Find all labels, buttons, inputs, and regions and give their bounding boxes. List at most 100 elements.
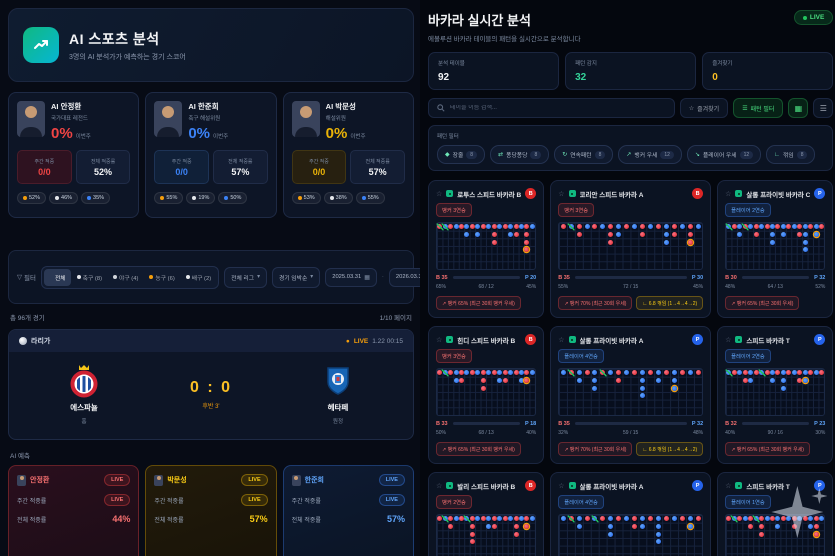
road-cell — [591, 254, 599, 262]
road-column — [615, 223, 623, 269]
road-cell — [599, 261, 607, 269]
road-column — [599, 223, 607, 269]
sport-filter-chip[interactable]: 배구 (2) — [181, 269, 216, 286]
road-cell — [797, 369, 803, 377]
stat-box: 즐겨찾기 0 — [702, 52, 834, 90]
favorite-star-icon[interactable]: ☆ — [725, 336, 732, 344]
road-cell — [623, 231, 631, 239]
baccarat-table-card[interactable]: ☆ 코리안 스피드 바카라 A B 뱅커 3연승 B 35 P 30 55% 7… — [550, 180, 712, 318]
road-cell — [448, 515, 454, 523]
baccarat-table-card[interactable]: ☆ 살롱 프라이빗 바카라 C P 플레이어 2연승 B 30 P 32 48%… — [717, 180, 834, 318]
last-result-badge: P — [692, 480, 704, 491]
favorite-star-icon[interactable]: ☆ — [558, 336, 565, 344]
weekly-rate-live-badge: LIVE — [241, 494, 268, 506]
road-cell — [453, 223, 460, 231]
road-cell — [623, 377, 631, 385]
trending-up-icon — [23, 27, 59, 63]
weekly-rate: 0% 이번주 — [188, 125, 228, 142]
analyst-card[interactable]: AI 안정환 국가대표 레전드 0% 이번주 주간 적중 0/0 전체 — [8, 92, 140, 218]
filter-select[interactable]: 전체 리그 ▾ — [224, 266, 268, 288]
filter-select[interactable]: 경기 임박순 ▾ — [272, 266, 321, 288]
away-team-name: 헤타페 — [327, 403, 349, 412]
analyst-card[interactable]: AI 한준희 축구 해설위원 0% 이번주 주간 적중 0/0 전체 적 — [145, 92, 277, 218]
pattern-filter-button[interactable]: ☰ 패턴 필터 — [733, 98, 784, 118]
favorite-star-icon[interactable]: ☆ — [558, 190, 565, 198]
baccarat-table-card[interactable]: ☆ 살롱 프라이빗 바카라 A P 플레이어 4연승 B 28 P 30 45%… — [550, 472, 712, 556]
road-cell — [591, 246, 599, 254]
baccarat-table-card[interactable]: ☆ 스피드 바카라 T P 플레이어 1연승 B 31 P 24 52% 70 … — [717, 472, 834, 556]
baccarat-table-card[interactable]: ☆ 발리 스피드 바카라 B B 뱅커 2연승 B 34 P 21 60% 66… — [428, 472, 545, 556]
road-column — [497, 369, 503, 415]
sport-filter-chip-label: 야구 (4) — [119, 275, 139, 282]
total-rate-value: 57% — [231, 166, 250, 177]
road-cell — [647, 246, 655, 254]
road-column — [686, 515, 694, 556]
favorite-star-icon[interactable]: ☆ — [558, 482, 565, 490]
search-box[interactable] — [428, 98, 675, 118]
grid-view-button[interactable]: ▦ — [788, 98, 809, 118]
road-cell — [567, 538, 575, 546]
sport-filter-chip[interactable]: 농구 (6) — [144, 269, 179, 286]
match-card[interactable]: 라리가 ● LIVE 1.22 00:15 에스파뇰 홈 0 : 0 후반 — [8, 329, 414, 440]
avatar — [154, 101, 183, 137]
road-cell — [583, 254, 591, 262]
road-column — [639, 515, 647, 556]
pattern-chip[interactable]: ∟ 꺾임 8 — [766, 145, 816, 164]
favorite-star-icon[interactable]: ☆ — [725, 482, 732, 490]
predictions-title: AI 예측 — [10, 453, 30, 460]
prediction-card[interactable]: 안정환 LIVE 주간 적중률 LIVE 전체 적중률 44% 상세 분석 보기 — [8, 465, 140, 556]
road-column — [694, 369, 702, 415]
road-column — [797, 223, 803, 269]
road-cell — [464, 369, 470, 377]
favorite-star-icon[interactable]: ☆ — [725, 190, 732, 198]
road-cell — [559, 546, 567, 554]
pattern-chip[interactable]: ↻ 연속패턴 8 — [554, 145, 614, 164]
road-cell — [583, 231, 591, 239]
road-cell — [513, 523, 520, 531]
favorite-star-icon[interactable]: ☆ — [436, 336, 443, 344]
road-cell — [670, 231, 678, 239]
calendar-icon: ▦ — [364, 274, 370, 281]
sport-filter-chip[interactable]: 전체 — [43, 268, 71, 286]
list-view-button[interactable]: ☰ — [813, 98, 834, 118]
weekly-rate-row-label: 주간 적중률 — [17, 498, 47, 505]
road-cell — [591, 384, 599, 392]
prediction-card[interactable]: 박문성 LIVE 주간 적중률 LIVE 전체 적중률 57% 상세 분석 보기 — [145, 465, 277, 556]
weekly-rate: 0% 이번주 — [326, 125, 366, 142]
baccarat-table-card[interactable]: ☆ 스피드 바카라 T P 플레이어 2연승 B 32 P 23 40% 90 … — [717, 326, 834, 464]
road-column — [742, 515, 749, 556]
favorite-star-icon[interactable]: ☆ — [436, 482, 443, 490]
road-cell — [442, 515, 449, 523]
road-column — [448, 369, 454, 415]
baccarat-table-card[interactable]: ☆ 힌디 스피드 바카라 B B 뱅커 3연승 B 33 P 18 50% 68… — [428, 326, 545, 464]
search-input[interactable] — [450, 105, 666, 111]
pattern-chip[interactable]: ⇄ 퐁당퐁당 8 — [490, 145, 550, 164]
road-cell — [567, 261, 575, 269]
sport-rate-text: 19% — [198, 195, 210, 201]
stat-label: 패턴 감지 — [575, 61, 597, 67]
sport-filter-chip[interactable]: 축구 (8) — [72, 269, 107, 286]
road-column — [448, 515, 454, 556]
sport-filter-chip[interactable]: 야구 (4) — [108, 269, 143, 286]
prediction-card[interactable]: 한준희 LIVE 주간 적중률 LIVE 전체 적중률 57% 상세 분석 보기 — [282, 465, 414, 556]
road-cell — [639, 254, 647, 262]
favorite-star-icon[interactable]: ☆ — [436, 190, 443, 198]
pattern-chip[interactable]: ◆ 장줄 8 — [437, 145, 486, 164]
road-cell — [662, 223, 670, 231]
road-cell — [591, 231, 599, 239]
analyst-card[interactable]: AI 박문성 해설위원 0% 이번주 주간 적중 0/0 전체 적중률 — [282, 92, 414, 218]
road-column — [513, 223, 520, 269]
favorites-button[interactable]: ☆ 즐겨찾기 — [679, 98, 729, 118]
match-header: 라리가 ● LIVE 1.22 00:15 — [9, 330, 413, 352]
road-column — [519, 515, 525, 556]
analyst-role: 축구 해설위원 — [188, 116, 221, 122]
pattern-chip[interactable]: ↘ 플레이어 우세 12 — [686, 145, 762, 164]
baccarat-table-card[interactable]: ☆ 살롱 프라이빗 바카라 A P 플레이어 4연승 B 35 P 32 32%… — [550, 326, 712, 464]
road-cell — [678, 231, 686, 239]
road-cell — [678, 392, 686, 400]
pattern-chip[interactable]: ↗ 뱅커 우세 12 — [618, 145, 682, 164]
banker-player-bar-row: B 32 P 23 — [725, 421, 825, 427]
baccarat-table-card[interactable]: ☆ 로투스 스피드 바카라 B B 뱅커 3연승 B 35 P 20 65% 6… — [428, 180, 545, 318]
date-from-picker[interactable]: 2025.03.31 ▦ — [325, 267, 377, 287]
getafe-crest — [327, 367, 349, 395]
